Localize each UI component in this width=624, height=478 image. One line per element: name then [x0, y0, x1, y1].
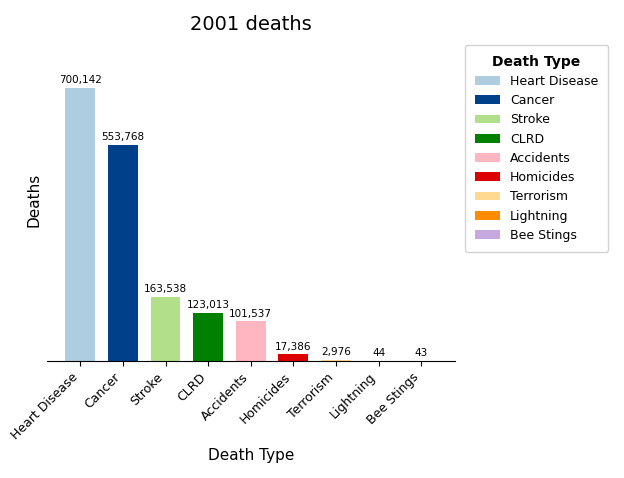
Bar	[321, 360, 351, 361]
Y-axis label: Deaths: Deaths	[26, 173, 41, 227]
Text: 2,976: 2,976	[321, 347, 351, 357]
Bar	[66, 87, 95, 361]
Bar	[193, 313, 223, 361]
X-axis label: Death Type: Death Type	[208, 448, 294, 463]
Text: 43: 43	[414, 348, 428, 358]
Text: 700,142: 700,142	[59, 75, 102, 85]
Legend: Heart Disease, Cancer, Stroke, CLRD, Accidents, Homicides, Terrorism, Lightning,: Heart Disease, Cancer, Stroke, CLRD, Acc…	[465, 44, 608, 252]
Text: 17,386: 17,386	[275, 342, 311, 352]
Text: 553,768: 553,768	[102, 132, 145, 142]
Text: 163,538: 163,538	[144, 284, 187, 294]
Bar	[150, 297, 180, 361]
Bar	[278, 354, 308, 361]
Bar	[108, 145, 138, 361]
Text: 101,537: 101,537	[229, 309, 272, 319]
Bar	[236, 322, 266, 361]
Text: 123,013: 123,013	[187, 300, 230, 310]
Text: 44: 44	[372, 348, 385, 358]
Title: 2001 deaths: 2001 deaths	[190, 15, 311, 34]
